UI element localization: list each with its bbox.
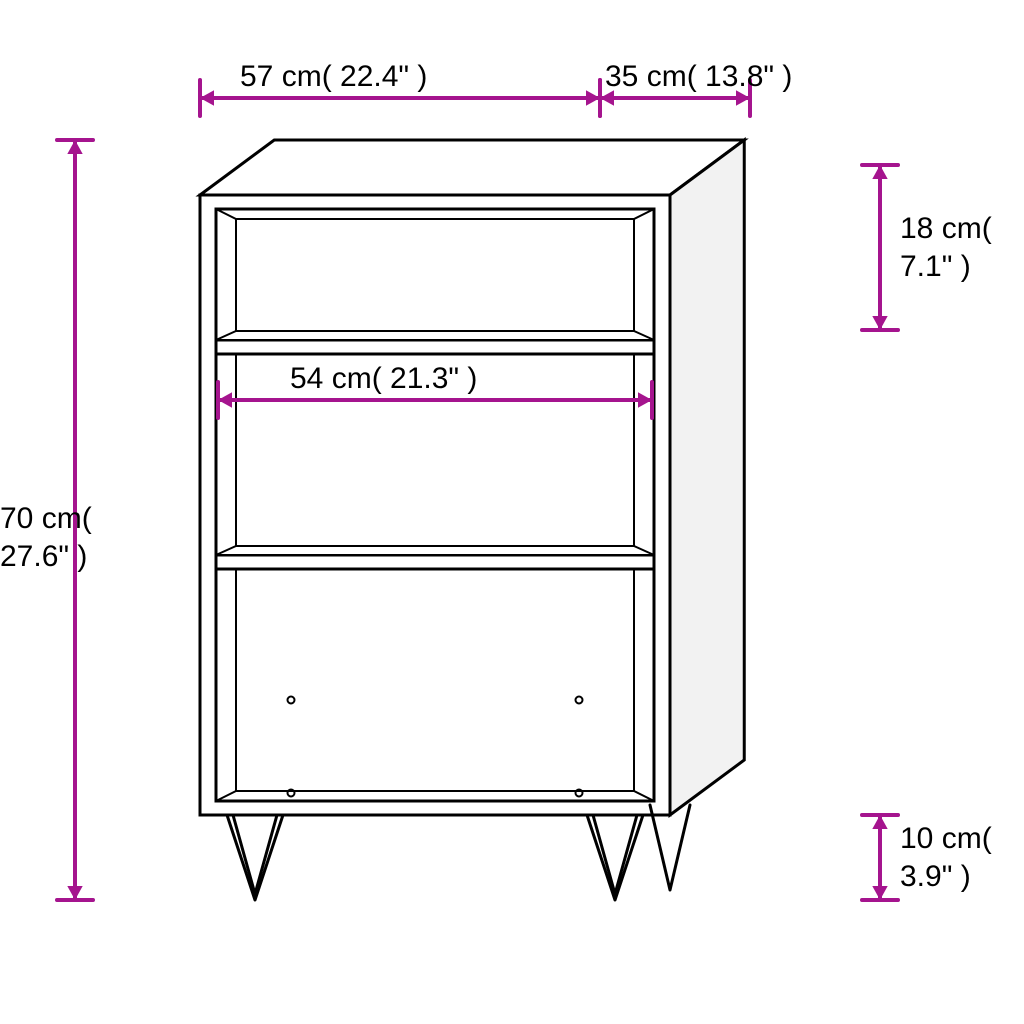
label-depth: 35 cm( 13.8" ) xyxy=(605,60,792,94)
label-shelf-h: 18 cm( 7.1" ) xyxy=(900,210,1020,285)
label-leg-h: 10 cm( 3.9" ) xyxy=(900,820,1020,895)
label-height: 70 cm( 27.6" ) xyxy=(0,500,100,575)
dimension-drawing xyxy=(0,0,1024,1024)
label-inner-w: 54 cm( 21.3" ) xyxy=(290,362,477,396)
label-width: 57 cm( 22.4" ) xyxy=(240,60,427,94)
